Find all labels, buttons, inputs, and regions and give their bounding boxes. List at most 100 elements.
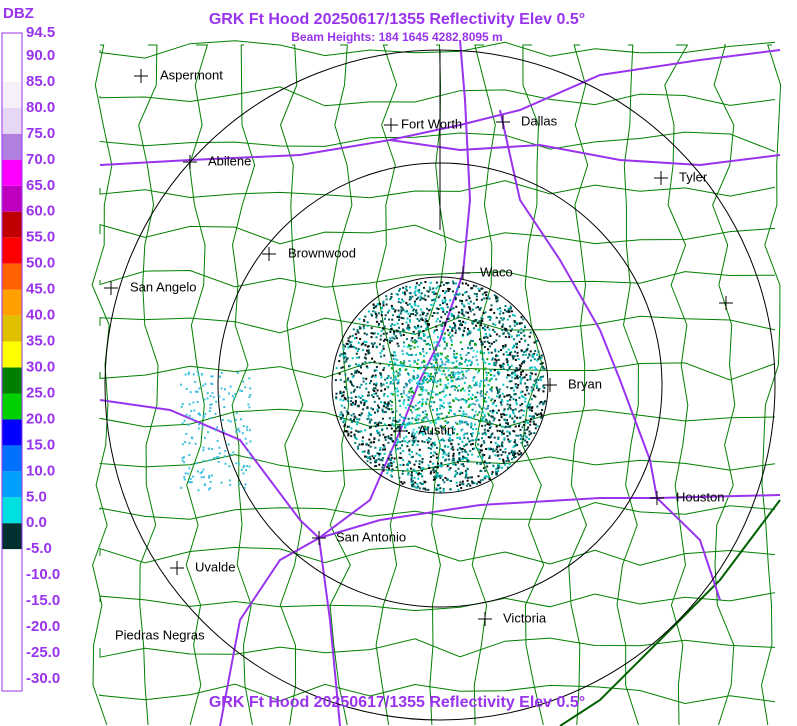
- echo: [390, 339, 393, 342]
- echo: [234, 418, 237, 421]
- echo: [506, 419, 508, 422]
- echo: [476, 363, 479, 366]
- echo: [503, 438, 506, 441]
- echo: [493, 399, 496, 402]
- echo: [433, 376, 436, 379]
- echo: [367, 349, 370, 352]
- echo: [393, 331, 396, 334]
- echo: [218, 446, 221, 449]
- echo: [482, 399, 485, 402]
- echo: [434, 299, 437, 302]
- county-line: [99, 86, 776, 107]
- echo: [522, 395, 525, 398]
- echo: [481, 343, 484, 346]
- echo: [413, 469, 416, 472]
- echo: [522, 423, 525, 426]
- echo: [425, 402, 428, 405]
- echo: [515, 367, 518, 369]
- echo: [518, 450, 521, 453]
- echo: [432, 454, 435, 457]
- echo: [503, 409, 505, 412]
- echo: [489, 345, 492, 348]
- echo: [415, 353, 418, 356]
- echo: [513, 371, 516, 374]
- echo: [193, 409, 196, 412]
- echo: [534, 412, 537, 415]
- echo: [448, 458, 451, 461]
- echo: [442, 321, 445, 324]
- echo: [384, 448, 386, 451]
- echo: [517, 383, 520, 386]
- echo: [514, 374, 517, 377]
- echo: [406, 352, 409, 355]
- echo: [430, 470, 433, 473]
- echo: [522, 318, 525, 321]
- echo: [501, 325, 504, 328]
- echo: [483, 379, 485, 382]
- echo: [377, 332, 379, 335]
- echo: [516, 369, 519, 372]
- echo: [419, 295, 422, 298]
- echo: [413, 346, 416, 349]
- echo: [438, 474, 441, 477]
- echo: [408, 390, 411, 393]
- echo: [467, 346, 469, 349]
- echo: [384, 317, 386, 320]
- echo: [469, 439, 472, 442]
- echo: [360, 430, 363, 433]
- echo: [227, 443, 230, 446]
- echo: [511, 387, 514, 390]
- echo: [459, 438, 462, 440]
- echo: [214, 429, 217, 432]
- echo: [503, 327, 506, 330]
- echo: [381, 306, 384, 309]
- echo: [442, 402, 445, 404]
- echo: [368, 411, 371, 414]
- echo: [488, 462, 491, 464]
- echo: [428, 362, 431, 364]
- echo: [432, 391, 435, 393]
- city-label: Abilene: [208, 153, 251, 168]
- echo: [248, 429, 251, 432]
- echo: [374, 313, 377, 315]
- echo: [415, 341, 418, 344]
- echo: [493, 330, 496, 333]
- city-label: Waco: [480, 264, 513, 279]
- echo: [369, 361, 371, 364]
- echo: [435, 385, 438, 388]
- echo: [493, 410, 496, 413]
- echo: [527, 343, 530, 346]
- echo: [454, 414, 456, 416]
- echo: [445, 344, 448, 347]
- echo: [437, 430, 440, 433]
- echo: [516, 334, 519, 337]
- echo: [495, 355, 498, 358]
- echo: [475, 428, 478, 430]
- echo: [242, 466, 245, 469]
- echo: [413, 463, 416, 466]
- echo: [533, 417, 536, 419]
- echo: [188, 371, 190, 374]
- echo: [488, 363, 491, 365]
- echo: [452, 282, 455, 285]
- echo: [541, 362, 544, 365]
- echo: [459, 367, 462, 370]
- echo: [475, 298, 478, 301]
- echo: [421, 319, 424, 322]
- echo: [416, 318, 419, 320]
- echo: [459, 363, 462, 366]
- city-marker: [456, 266, 470, 280]
- echo: [414, 408, 417, 411]
- echo: [371, 345, 374, 348]
- echo: [480, 395, 483, 397]
- echo: [409, 364, 412, 367]
- echo: [402, 353, 405, 355]
- echo: [421, 401, 424, 404]
- echo: [419, 298, 422, 301]
- echo: [433, 451, 436, 454]
- echo: [416, 362, 419, 365]
- echo: [453, 374, 456, 377]
- echo: [418, 472, 421, 475]
- echo: [338, 354, 341, 357]
- echo: [402, 317, 405, 320]
